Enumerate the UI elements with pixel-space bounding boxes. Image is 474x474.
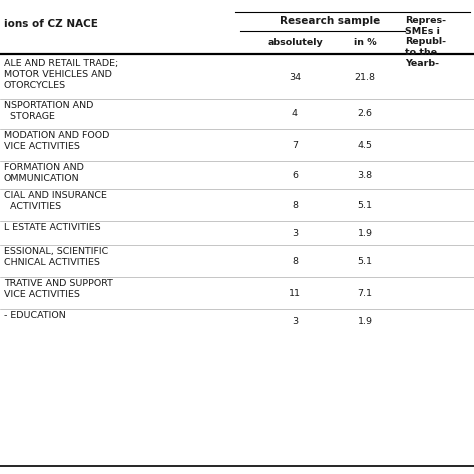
Text: 7: 7 bbox=[292, 140, 298, 149]
Text: ions of CZ NACE: ions of CZ NACE bbox=[4, 19, 98, 29]
Text: 2.6: 2.6 bbox=[357, 109, 373, 118]
Text: 8: 8 bbox=[292, 201, 298, 210]
Text: 4.5: 4.5 bbox=[357, 140, 373, 149]
Text: MODATION AND FOOD
VICE ACTIVITIES: MODATION AND FOOD VICE ACTIVITIES bbox=[4, 131, 109, 151]
Text: 3.8: 3.8 bbox=[357, 171, 373, 180]
Text: 1.9: 1.9 bbox=[357, 228, 373, 237]
Text: 8: 8 bbox=[292, 256, 298, 265]
Text: TRATIVE AND SUPPORT
VICE ACTIVITIES: TRATIVE AND SUPPORT VICE ACTIVITIES bbox=[4, 279, 113, 299]
Text: in %: in % bbox=[354, 38, 376, 47]
Text: 11: 11 bbox=[289, 289, 301, 298]
Text: ESSIONAL, SCIENTIFIC
CHNICAL ACTIVITIES: ESSIONAL, SCIENTIFIC CHNICAL ACTIVITIES bbox=[4, 247, 108, 267]
Text: absolutely: absolutely bbox=[267, 38, 323, 47]
Text: 34: 34 bbox=[289, 73, 301, 82]
Text: 1.9: 1.9 bbox=[357, 317, 373, 326]
Text: - EDUCATION: - EDUCATION bbox=[4, 311, 66, 320]
Text: 6: 6 bbox=[292, 171, 298, 180]
Text: ALE AND RETAIL TRADE;
MOTOR VEHICLES AND
OTORCYCLES: ALE AND RETAIL TRADE; MOTOR VEHICLES AND… bbox=[4, 59, 118, 90]
Text: FORMATION AND
OMMUNICATION: FORMATION AND OMMUNICATION bbox=[4, 163, 84, 183]
Text: Research sample: Research sample bbox=[280, 16, 380, 26]
Text: L ESTATE ACTIVITIES: L ESTATE ACTIVITIES bbox=[4, 223, 100, 232]
Text: 7.1: 7.1 bbox=[357, 289, 373, 298]
Text: 3: 3 bbox=[292, 228, 298, 237]
Text: Repres-
SMEs i
Republ-
to the
Yearb-: Repres- SMEs i Republ- to the Yearb- bbox=[405, 16, 446, 68]
Text: 21.8: 21.8 bbox=[355, 73, 375, 82]
Text: 5.1: 5.1 bbox=[357, 201, 373, 210]
Text: 5.1: 5.1 bbox=[357, 256, 373, 265]
Text: NSPORTATION AND
  STORAGE: NSPORTATION AND STORAGE bbox=[4, 101, 93, 121]
Text: 4: 4 bbox=[292, 109, 298, 118]
Text: CIAL AND INSURANCE
  ACTIVITIES: CIAL AND INSURANCE ACTIVITIES bbox=[4, 191, 107, 211]
Text: 3: 3 bbox=[292, 317, 298, 326]
